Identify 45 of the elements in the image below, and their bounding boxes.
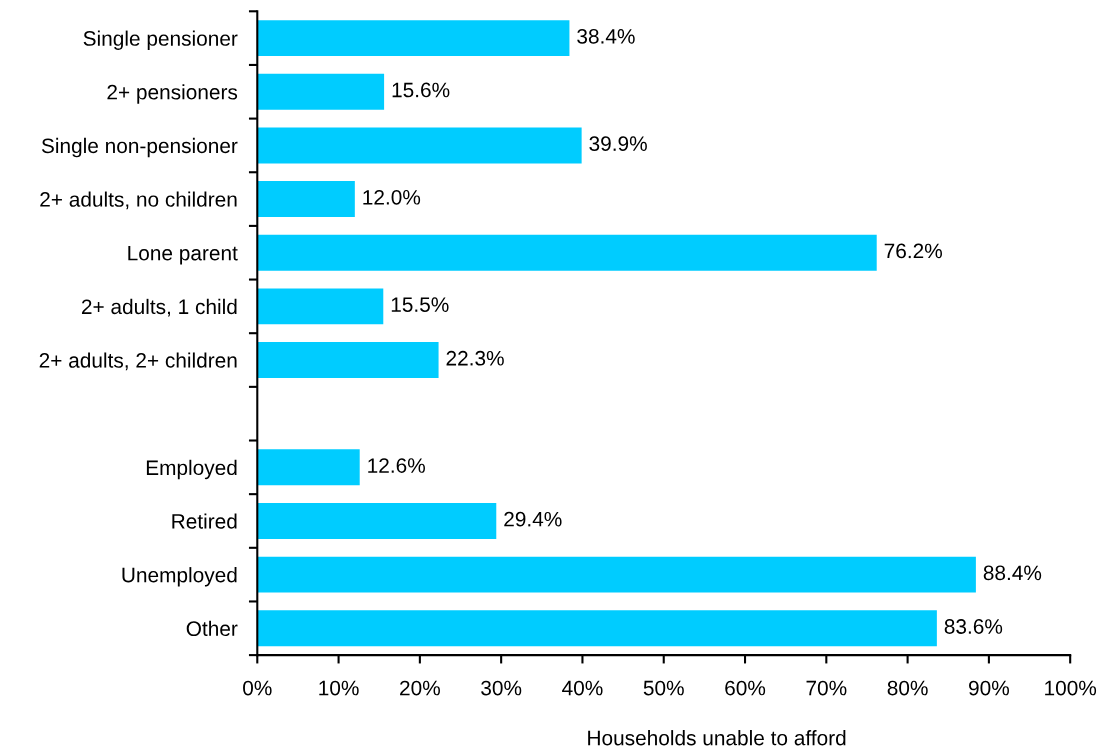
bar bbox=[257, 556, 976, 593]
y-tick-label: 2+ adults, 2+ children bbox=[39, 352, 237, 371]
y-tick-label: 2+ adults, 1 child bbox=[81, 298, 237, 317]
bar bbox=[257, 449, 360, 486]
data-label: 15.6% bbox=[392, 82, 450, 98]
x-tick-label: 40% bbox=[562, 680, 603, 696]
x-tick-label: 30% bbox=[481, 680, 522, 696]
bar bbox=[257, 181, 355, 218]
data-label: 76.2% bbox=[884, 243, 942, 259]
y-tick-label: Single pensioner bbox=[83, 30, 238, 50]
x-tick-label: 90% bbox=[969, 680, 1009, 696]
bar bbox=[257, 610, 937, 647]
data-label: 29.4% bbox=[504, 511, 562, 527]
data-label: 39.9% bbox=[589, 136, 647, 152]
bar bbox=[257, 127, 582, 164]
bar bbox=[257, 20, 570, 57]
x-tick-label: 50% bbox=[643, 680, 684, 696]
y-tick-label: Retired bbox=[172, 513, 237, 529]
bar bbox=[257, 73, 385, 110]
y-tick-label: 2+ adults, no children bbox=[40, 191, 237, 210]
data-label: 38.4% bbox=[577, 28, 635, 44]
bar bbox=[257, 503, 497, 539]
y-tick-label: Lone parent bbox=[128, 245, 238, 265]
data-label: 22.3% bbox=[446, 350, 504, 366]
y-tick-label: Other bbox=[186, 620, 238, 637]
x-tick-label: 10% bbox=[319, 680, 359, 696]
x-tick-label: 80% bbox=[887, 680, 928, 696]
data-label: 83.6% bbox=[944, 619, 1003, 634]
x-tick-label: 0% bbox=[243, 680, 272, 696]
bar bbox=[257, 342, 439, 378]
x-tick-label: 20% bbox=[400, 680, 440, 696]
bar bbox=[257, 288, 384, 325]
data-label: 12.0% bbox=[363, 189, 421, 205]
data-label: 12.6% bbox=[368, 458, 425, 473]
y-tick-label: Employed bbox=[146, 459, 237, 480]
x-tick-label: 100% bbox=[1045, 680, 1097, 696]
y-tick-label: 2+ pensioners bbox=[107, 84, 238, 104]
x-tick-label: 60% bbox=[725, 680, 766, 696]
y-tick-label: Unemployed bbox=[122, 567, 237, 587]
y-tick-label: Single non-pensioner bbox=[41, 137, 238, 158]
x-tick-label: 70% bbox=[806, 680, 847, 696]
data-label: 88.4% bbox=[983, 565, 1042, 581]
data-label: 15.5% bbox=[391, 297, 449, 312]
x-axis-title: Households unable to afford bbox=[588, 730, 846, 746]
bar bbox=[257, 234, 877, 271]
